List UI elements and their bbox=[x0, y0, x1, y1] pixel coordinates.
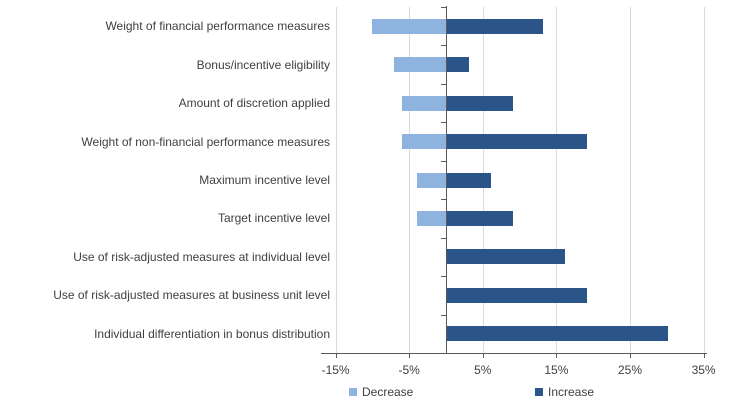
category-label: Individual differentiation in bonus dist… bbox=[94, 326, 330, 341]
zero-axis-tick bbox=[441, 314, 446, 316]
x-gridline bbox=[409, 7, 411, 353]
bar-decrease bbox=[401, 95, 446, 111]
bar-decrease bbox=[416, 172, 446, 188]
x-tick-label: -15% bbox=[321, 363, 350, 377]
zero-axis-tick bbox=[441, 122, 446, 124]
category-label: Amount of discretion applied bbox=[178, 96, 330, 111]
category-label: Weight of financial performance measures bbox=[105, 19, 330, 34]
bar-increase bbox=[447, 287, 587, 303]
category-label: Use of risk-adjusted measures at busines… bbox=[53, 288, 330, 303]
x-axis-tick bbox=[703, 354, 705, 358]
bar-increase bbox=[447, 95, 514, 111]
bar-decrease bbox=[416, 210, 446, 226]
category-label: Use of risk-adjusted measures at individ… bbox=[73, 249, 330, 264]
zero-axis-tick bbox=[441, 276, 446, 278]
legend-label-increase: Increase bbox=[548, 385, 595, 399]
bar-increase bbox=[447, 57, 470, 73]
x-gridline bbox=[556, 7, 558, 353]
x-gridline bbox=[335, 7, 337, 353]
legend-item-decrease: Decrease bbox=[349, 385, 413, 399]
category-label: Target incentive level bbox=[217, 211, 330, 226]
bar-increase bbox=[447, 249, 565, 265]
legend-label-decrease: Decrease bbox=[362, 385, 414, 399]
x-tick-label: 35% bbox=[691, 363, 716, 377]
zero-axis-tick bbox=[441, 160, 446, 162]
zero-axis-tick bbox=[441, 199, 446, 201]
bar-increase bbox=[447, 172, 492, 188]
bar-decrease bbox=[394, 57, 446, 73]
zero-axis-tick bbox=[441, 83, 446, 85]
category-label: Weight of non-financial performance meas… bbox=[81, 134, 330, 149]
bar-decrease bbox=[372, 18, 446, 34]
zero-axis-tick bbox=[441, 7, 446, 8]
bar-increase bbox=[447, 326, 668, 342]
legend-swatch-decrease-icon bbox=[349, 388, 357, 396]
bar-increase bbox=[447, 210, 514, 226]
x-tick-label: -5% bbox=[398, 363, 420, 377]
bar-increase bbox=[447, 134, 587, 150]
legend-item-increase: Increase bbox=[535, 385, 594, 399]
x-axis-line bbox=[321, 353, 707, 354]
bar-increase bbox=[447, 18, 543, 34]
x-gridline bbox=[630, 7, 631, 353]
x-axis-tick bbox=[335, 354, 337, 358]
x-tick-label: 15% bbox=[544, 363, 569, 377]
x-tick-label: 25% bbox=[617, 363, 643, 377]
x-axis-tick bbox=[556, 354, 558, 358]
x-axis-tick bbox=[409, 354, 411, 358]
x-axis-tick bbox=[630, 354, 631, 358]
zero-axis-tick bbox=[441, 237, 446, 239]
x-tick-label: 5% bbox=[474, 363, 492, 377]
legend-swatch-increase-icon bbox=[535, 388, 543, 396]
category-label: Maximum incentive level bbox=[199, 173, 330, 187]
bar-decrease bbox=[401, 134, 446, 150]
x-gridline bbox=[703, 7, 705, 353]
zero-axis-tick bbox=[441, 45, 446, 47]
category-label: Bonus/incentive eligibility bbox=[196, 57, 330, 72]
x-axis-tick bbox=[482, 354, 484, 358]
zero-axis-line bbox=[446, 6, 447, 354]
